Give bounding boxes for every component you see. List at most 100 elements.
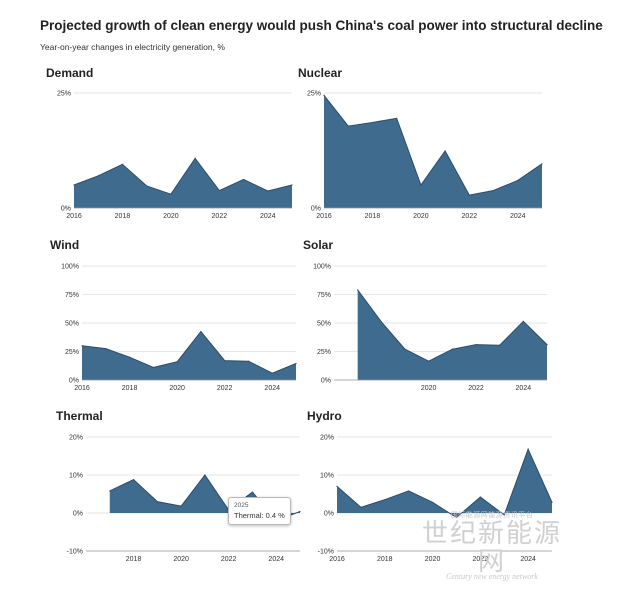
panel-title-demand: Demand	[46, 66, 94, 80]
data-point	[384, 499, 386, 501]
panel-title-nuclear: Nuclear	[298, 66, 343, 80]
panel-title-wind: Wind	[50, 238, 80, 252]
data-point	[73, 184, 75, 186]
tooltip-year: 2025	[234, 502, 249, 509]
y-tick-label: 0%	[311, 206, 321, 213]
y-tick-label: 25%	[317, 349, 331, 356]
data-point	[475, 344, 477, 346]
panel-title-solar: Solar	[303, 238, 334, 252]
data-point	[295, 362, 297, 365]
x-tick-label: 2020	[163, 213, 179, 220]
x-tick-label: 2024	[268, 556, 284, 563]
x-tick-label: 2022	[212, 213, 228, 220]
y-tick-label: 25%	[307, 91, 321, 98]
data-point	[97, 175, 99, 177]
data-point	[267, 190, 269, 192]
data-point	[242, 178, 245, 181]
data-point	[503, 514, 505, 516]
chart-solar: 0% 25% 50% 75% 100% 2020 2022 2024	[313, 264, 548, 392]
data-point	[105, 348, 107, 350]
data-point	[109, 490, 111, 492]
y-tick-label: 75%	[65, 292, 79, 299]
data-point	[428, 360, 430, 362]
data-point	[499, 344, 501, 346]
x-tick-label: 2016	[74, 385, 90, 392]
x-tick-label: 2022	[462, 213, 478, 220]
y-tick-label: 0%	[324, 511, 334, 518]
data-point	[146, 185, 148, 187]
watermark-line3: Century new energy network	[446, 572, 538, 581]
x-tick-label: 2018	[365, 213, 381, 220]
y-tick-label: 100%	[313, 264, 331, 271]
data-point	[224, 360, 226, 362]
data-point	[396, 117, 398, 119]
panel-nuclear: Nuclear 0% 25% 2016 2018 2020 2022 2024	[298, 66, 558, 231]
y-tick-label: 10%	[69, 473, 83, 480]
series-line	[336, 447, 553, 519]
chart-nuclear: 0% 25% 2016 2018 2020 2022 2024	[307, 91, 543, 220]
chart-demand: 0% 25% 2016 2018 2020 2022 2024	[57, 91, 293, 220]
y-tick-label: 0%	[321, 378, 331, 385]
watermark-line1: 国际能源网能源资讯平台	[450, 511, 534, 519]
x-tick-label: 2022	[221, 556, 237, 563]
chart-thermal: -10% 0% 10% 20% 2018 2020 2022 2024	[67, 435, 301, 563]
y-tick-label: 25%	[65, 349, 79, 356]
panel-title-hydro: Hydro	[307, 409, 342, 423]
panel-wind: Wind 0% 25% 50% 75% 100% 2016 2018 2020 2022 2024	[50, 238, 310, 403]
x-tick-label: 2018	[115, 213, 131, 220]
x-tick-label: 2022	[468, 385, 484, 392]
series-area	[337, 449, 552, 518]
data-point	[271, 372, 273, 374]
data-point	[517, 179, 519, 181]
x-tick-label: 2016	[66, 213, 82, 220]
data-point	[492, 189, 495, 192]
data-point	[204, 474, 206, 476]
data-point	[132, 478, 135, 481]
data-point	[121, 163, 124, 165]
data-point	[200, 330, 202, 333]
data-point	[176, 361, 178, 363]
data-point	[522, 320, 524, 322]
data-point	[380, 321, 382, 323]
data-point	[360, 506, 362, 508]
data-point	[218, 189, 220, 192]
x-tick-label: 2018	[126, 556, 142, 563]
x-tick-label: 2020	[425, 556, 441, 563]
panel-title-thermal: Thermal	[56, 409, 103, 423]
x-tick-label: 2024	[516, 385, 532, 392]
series-area	[74, 158, 292, 208]
y-tick-label: 100%	[61, 264, 79, 271]
x-tick-label: 2024	[510, 213, 526, 220]
y-tick-label: 10%	[320, 473, 334, 480]
chart-wind: 0% 25% 50% 75% 100% 2016 2018 2020 2022 2024	[61, 264, 297, 392]
x-tick-label: 2020	[169, 385, 185, 392]
y-tick-label: -10%	[318, 549, 334, 556]
data-point	[455, 516, 458, 519]
y-tick-label: 75%	[317, 292, 331, 299]
y-tick-label: 0%	[61, 206, 71, 213]
chart-hydro: -10% 0% 10% 20% 2016 2018 2020 2022 2024	[318, 435, 553, 563]
chart-tooltip: 2025 Thermal: 0.4 %	[228, 497, 291, 525]
series-line	[323, 94, 543, 196]
x-tick-label: 2020	[413, 213, 429, 220]
watermark-logo: 国际能源网能源资讯平台 世纪新能源网 Century new energy ne…	[417, 510, 567, 581]
series-area	[324, 95, 542, 208]
x-tick-label: 2020	[173, 556, 189, 563]
x-tick-label: 2024	[260, 213, 276, 220]
data-point	[170, 193, 172, 195]
series-line	[73, 157, 293, 195]
x-tick-label: 2020	[421, 385, 437, 392]
data-point	[357, 289, 359, 291]
data-point	[251, 491, 254, 493]
x-tick-label: 2016	[329, 556, 345, 563]
series-line	[81, 330, 297, 374]
data-point	[247, 360, 250, 362]
y-tick-label: 0%	[73, 511, 83, 518]
data-point	[291, 184, 293, 186]
tooltip-value: Thermal: 0.4 %	[234, 511, 285, 520]
data-point	[323, 94, 325, 96]
panel-hydro: Hydro -10% 0% 10% 20% 2016 2018 2020 2022 2024	[307, 409, 567, 574]
data-point	[546, 344, 548, 346]
data-point	[420, 184, 422, 186]
series-area	[357, 289, 547, 380]
